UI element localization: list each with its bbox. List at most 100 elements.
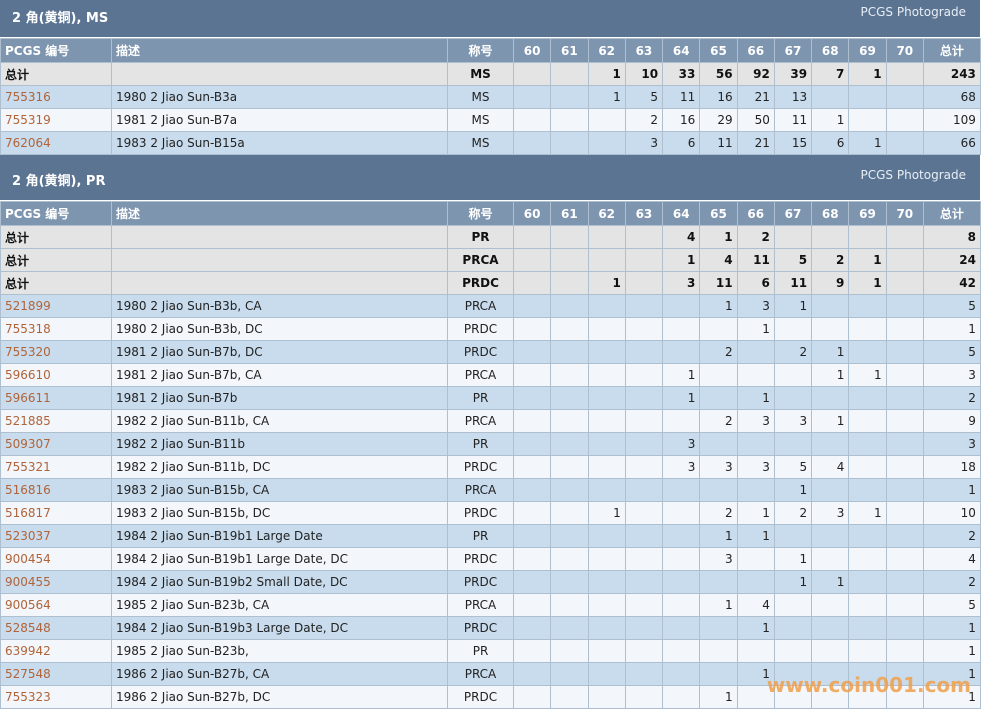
count — [736, 685, 775, 709]
pcgs-number[interactable]: 900454 — [0, 547, 112, 571]
count — [624, 363, 664, 387]
designation: PRCA — [447, 409, 514, 433]
column-header: 67 — [773, 38, 813, 63]
pcgs-number[interactable]: 755316 — [0, 85, 112, 109]
count — [512, 85, 552, 109]
count — [848, 547, 887, 571]
watermark: www.coin001.com — [766, 673, 971, 697]
count: 1 — [773, 570, 813, 594]
pcgs-number[interactable]: 509307 — [0, 432, 112, 456]
pcgs-number[interactable]: 639942 — [0, 639, 112, 663]
pcgs-number[interactable]: 755318 — [0, 317, 112, 341]
count — [699, 386, 738, 410]
count: 11 — [699, 271, 738, 295]
count — [624, 409, 664, 433]
pcgs-number[interactable]: 527548 — [0, 662, 112, 686]
pcgs-number[interactable]: 755320 — [0, 340, 112, 364]
count — [587, 547, 626, 571]
description: 1985 2 Jiao Sun-B23b, CA — [111, 593, 448, 617]
count: 42 — [922, 271, 981, 295]
count: 7 — [811, 62, 850, 86]
data-row: 516816 1983 2 Jiao Sun-B15b, CA PRCA 1 1 — [0, 478, 981, 502]
description: 1980 2 Jiao Sun-B3a — [111, 85, 448, 109]
count: 3 — [736, 409, 775, 433]
count — [811, 386, 850, 410]
description: 1983 2 Jiao Sun-B15b, CA — [111, 478, 448, 502]
count — [624, 616, 664, 640]
count: 11 — [773, 108, 813, 132]
count — [624, 294, 664, 318]
pcgs-number[interactable]: 755319 — [0, 108, 112, 132]
count — [736, 432, 775, 456]
pcgs-number[interactable]: 516817 — [0, 501, 112, 525]
pcgs-number[interactable]: 755323 — [0, 685, 112, 709]
count — [512, 317, 552, 341]
pcgs-number[interactable]: 516816 — [0, 478, 112, 502]
count: 29 — [699, 108, 738, 132]
count — [848, 639, 887, 663]
count: 3 — [773, 409, 813, 433]
count — [587, 409, 626, 433]
count — [811, 593, 850, 617]
count — [885, 317, 924, 341]
pcgs-number[interactable]: 521885 — [0, 409, 112, 433]
pcgs-number[interactable]: 755321 — [0, 455, 112, 479]
count — [512, 294, 552, 318]
data-row: 900454 1984 2 Jiao Sun-B19b1 Large Date, … — [0, 547, 981, 571]
pcgs-number[interactable]: 900455 — [0, 570, 112, 594]
count — [811, 547, 850, 571]
count — [885, 685, 924, 709]
count — [587, 432, 626, 456]
count: 68 — [922, 85, 981, 109]
count — [885, 593, 924, 617]
count — [885, 432, 924, 456]
count — [512, 662, 552, 686]
pcgs-number[interactable]: 762064 — [0, 131, 112, 155]
photograde-link[interactable]: PCGS Photograde — [860, 168, 966, 182]
total-row: 总计 PRCA 1 4 11 5 2 1 24 — [0, 248, 981, 272]
column-header: 总计 — [922, 201, 981, 226]
data-row: 521885 1982 2 Jiao Sun-B11b, CA PRCA 2 3 3 1 9 — [0, 409, 981, 433]
pcgs-number[interactable]: 528548 — [0, 616, 112, 640]
count: 16 — [699, 85, 738, 109]
count: 4 — [736, 593, 775, 617]
pcgs-number[interactable]: 521899 — [0, 294, 112, 318]
count — [550, 593, 589, 617]
column-header: 70 — [885, 38, 924, 63]
count: 2 — [699, 409, 738, 433]
designation: PRDC — [447, 317, 514, 341]
count: 3 — [736, 455, 775, 479]
count — [624, 685, 664, 709]
count — [885, 363, 924, 387]
count — [885, 225, 924, 249]
column-header: 61 — [550, 38, 589, 63]
count — [512, 639, 552, 663]
count: 1 — [848, 248, 887, 272]
designation: PRDC — [447, 570, 514, 594]
count — [662, 616, 701, 640]
count — [512, 62, 552, 86]
count: 1 — [736, 662, 775, 686]
count — [550, 271, 589, 295]
column-header: 66 — [736, 38, 775, 63]
photograde-link[interactable]: PCGS Photograde — [860, 5, 966, 19]
count: 18 — [922, 455, 981, 479]
count: 1 — [848, 62, 887, 86]
header-row: PCGS 编号 描述 称号 60 61 62 63 64 65 66 67 68 69 70 总计 — [0, 38, 981, 63]
pcgs-number[interactable]: 523037 — [0, 524, 112, 548]
pcgs-number: 总计 — [0, 225, 112, 249]
count — [848, 386, 887, 410]
count: 1 — [811, 108, 850, 132]
count: 1 — [736, 386, 775, 410]
pcgs-number[interactable]: 596611 — [0, 386, 112, 410]
pcgs-number[interactable]: 900564 — [0, 593, 112, 617]
data-row: 762064 1983 2 Jiao Sun-B15a MS 3 6 11 21 15 6 1 66 — [0, 131, 981, 155]
description: 1985 2 Jiao Sun-B23b, — [111, 639, 448, 663]
column-header: 63 — [624, 38, 664, 63]
count: 2 — [811, 248, 850, 272]
count — [587, 294, 626, 318]
pcgs-number[interactable]: 596610 — [0, 363, 112, 387]
description: 1982 2 Jiao Sun-B11b, CA — [111, 409, 448, 433]
count — [587, 616, 626, 640]
count: 9 — [811, 271, 850, 295]
